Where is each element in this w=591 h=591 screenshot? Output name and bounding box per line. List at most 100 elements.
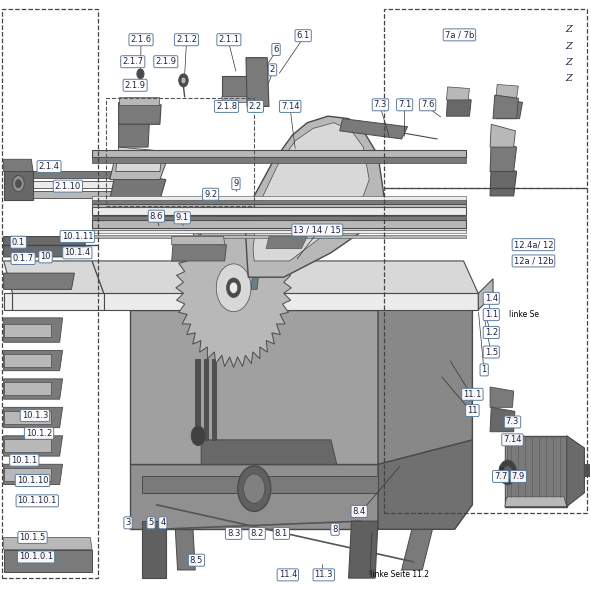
Circle shape [238,466,271,511]
Text: 10.1.0.1: 10.1.0.1 [19,553,53,561]
Text: 8.6: 8.6 [150,212,163,220]
Text: 9.2: 9.2 [204,190,217,199]
Text: 7.14: 7.14 [281,102,300,111]
Circle shape [243,474,265,504]
Text: Z: Z [565,42,572,51]
Text: 2.1.9: 2.1.9 [125,81,145,90]
Bar [384,188,587,513]
Polygon shape [4,273,74,290]
Polygon shape [4,318,63,342]
Polygon shape [567,436,584,506]
Polygon shape [505,436,506,497]
Polygon shape [222,76,254,97]
Text: 7.7: 7.7 [494,472,507,481]
Polygon shape [496,85,518,98]
Polygon shape [4,294,12,310]
Polygon shape [446,97,471,116]
Polygon shape [4,353,51,366]
Text: 7.6: 7.6 [421,100,434,109]
Polygon shape [446,87,469,100]
Polygon shape [131,310,378,465]
Bar [2,9,98,245]
Text: 7.14: 7.14 [503,436,522,444]
Text: 2.1.2: 2.1.2 [176,35,197,44]
Polygon shape [92,235,466,238]
Polygon shape [496,98,522,119]
Text: 10.1.1: 10.1.1 [11,456,37,465]
Polygon shape [4,181,116,188]
Text: 8.4: 8.4 [353,507,366,516]
Text: 1.5: 1.5 [485,348,498,356]
Circle shape [226,278,241,297]
Text: 1.2: 1.2 [485,328,498,337]
Polygon shape [493,95,518,119]
Polygon shape [119,124,150,147]
Polygon shape [142,476,378,493]
Polygon shape [92,261,478,294]
Polygon shape [4,411,51,424]
Circle shape [229,282,238,294]
Circle shape [178,74,188,87]
Text: 2.1.6: 2.1.6 [131,35,151,44]
Polygon shape [4,537,92,550]
Polygon shape [505,497,567,506]
Polygon shape [246,57,269,106]
Text: 10.1.4: 10.1.4 [64,248,90,257]
Polygon shape [92,196,466,200]
Polygon shape [584,465,590,476]
Text: 13 / 14 / 15: 13 / 14 / 15 [293,226,341,235]
Polygon shape [212,359,216,440]
Polygon shape [110,171,166,200]
Circle shape [15,180,21,188]
Text: 6: 6 [274,45,279,54]
Polygon shape [378,440,472,530]
Circle shape [12,176,24,192]
Polygon shape [490,387,514,407]
Text: 8.1: 8.1 [275,529,288,538]
Polygon shape [119,97,159,105]
Polygon shape [171,245,226,261]
Text: 0.1.7: 0.1.7 [12,254,34,263]
Text: 12.4a/ 12: 12.4a/ 12 [514,240,553,249]
Polygon shape [4,439,51,452]
Text: 2: 2 [270,66,275,74]
Polygon shape [4,379,63,399]
Text: linke Seite 11.2: linke Seite 11.2 [370,570,429,579]
Text: 8: 8 [332,525,337,534]
Polygon shape [92,157,466,163]
Polygon shape [251,249,261,290]
Text: 10.1.2: 10.1.2 [26,429,52,438]
Text: 1: 1 [482,365,487,375]
Text: 2.1.10: 2.1.10 [55,181,81,191]
Text: 11: 11 [467,406,478,415]
Polygon shape [4,350,63,371]
Bar [2,245,98,578]
Polygon shape [478,279,493,310]
Polygon shape [110,155,166,180]
Polygon shape [4,171,116,178]
Polygon shape [4,467,51,480]
Polygon shape [92,230,466,233]
Text: 4: 4 [160,518,165,527]
Text: 8.5: 8.5 [190,556,203,565]
Polygon shape [4,236,86,257]
Polygon shape [12,294,104,310]
Polygon shape [176,208,291,368]
Polygon shape [131,465,378,530]
Text: 10.1.5: 10.1.5 [20,533,46,542]
Polygon shape [142,521,166,578]
Text: 2.1.8: 2.1.8 [216,102,237,111]
Polygon shape [4,436,63,456]
Text: 11.3: 11.3 [314,570,333,579]
Polygon shape [195,359,200,440]
Polygon shape [116,147,163,171]
Polygon shape [171,236,225,245]
Bar [106,98,254,206]
Polygon shape [4,171,33,200]
Polygon shape [499,466,509,479]
Polygon shape [4,465,63,485]
Polygon shape [340,119,408,139]
Polygon shape [104,294,478,310]
Circle shape [499,460,517,485]
Polygon shape [92,204,466,207]
